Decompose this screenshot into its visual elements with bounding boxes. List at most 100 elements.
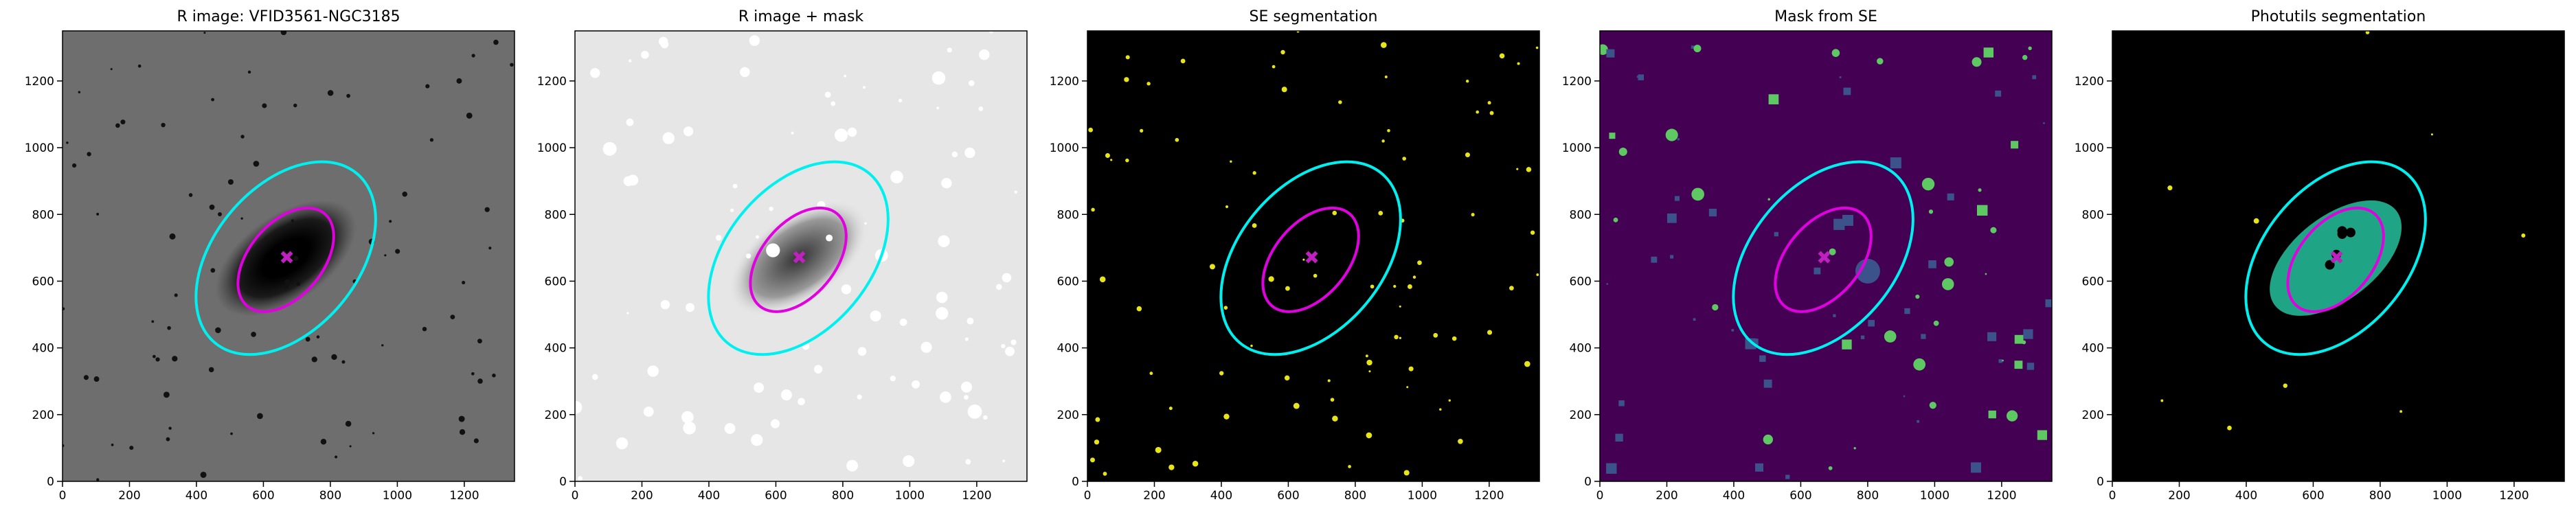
- source: [847, 127, 857, 137]
- source: [66, 141, 69, 144]
- source: [188, 193, 193, 197]
- source: [209, 204, 215, 210]
- source: [903, 455, 915, 468]
- y-tick-label: 200: [545, 409, 567, 422]
- source: [1884, 330, 1897, 343]
- source: [899, 318, 907, 326]
- x-tick-label: 800: [319, 489, 341, 503]
- source: [629, 59, 632, 62]
- source: [1417, 260, 1422, 265]
- source: [1223, 306, 1228, 310]
- source: [941, 178, 952, 189]
- source: [456, 78, 462, 84]
- source: [316, 335, 320, 339]
- panel-title: Mask from SE: [1774, 8, 1877, 25]
- source: [510, 62, 514, 67]
- source: [936, 307, 949, 320]
- source: [863, 86, 866, 89]
- source: [1002, 459, 1006, 463]
- source: [1230, 160, 1232, 163]
- source: [1609, 133, 1616, 139]
- source: [1971, 57, 1982, 67]
- y-tick-label: 0: [2097, 475, 2104, 489]
- x-tick-label: 1200: [1474, 489, 1504, 503]
- source: [1368, 370, 1371, 373]
- x-tick-label: 1200: [2499, 489, 2529, 503]
- source: [1099, 276, 1106, 283]
- source: [1913, 358, 1926, 371]
- source: [96, 212, 100, 216]
- source: [1458, 438, 1463, 444]
- panel-title: Photutils segmentation: [2251, 8, 2426, 25]
- panel-title: R image: VFID3561-NGC3185: [177, 8, 400, 25]
- source: [951, 151, 958, 158]
- aperture-ellipse: [2244, 160, 2427, 356]
- source: [969, 80, 975, 87]
- source: [1272, 65, 1276, 69]
- source: [1180, 58, 1186, 64]
- source: [1606, 283, 1608, 285]
- source: [841, 284, 852, 295]
- source: [2365, 31, 2370, 34]
- source: [1094, 439, 1100, 445]
- y-tick-label: 800: [2082, 208, 2104, 222]
- x-tick-label: 200: [1656, 489, 1677, 503]
- source: [1976, 205, 1988, 216]
- source: [1978, 188, 1982, 192]
- source: [1487, 101, 1491, 105]
- aperture-ellipse: [1732, 160, 1914, 356]
- source: [152, 354, 156, 358]
- x-tick-label: 1000: [383, 489, 412, 503]
- source: [1348, 465, 1351, 468]
- source: [995, 284, 1002, 290]
- source: [381, 344, 384, 347]
- source: [1860, 335, 1865, 339]
- source: [732, 183, 738, 189]
- x-tick-label: 1000: [1408, 489, 1437, 503]
- y-tick-label: 0: [1072, 475, 1079, 489]
- source: [1010, 339, 1017, 345]
- source: [168, 426, 172, 430]
- source: [967, 317, 974, 325]
- source: [1499, 53, 1505, 59]
- center-marker: [1818, 251, 1831, 264]
- y-tick-label: 400: [545, 342, 567, 356]
- x-tick-label: 0: [1596, 489, 1604, 503]
- panel-title: SE segmentation: [1250, 8, 1378, 25]
- source: [1465, 152, 1471, 158]
- source: [120, 119, 126, 125]
- center-marker: [2330, 251, 2343, 264]
- y-tick-label: 600: [1570, 275, 1592, 288]
- source: [2026, 363, 2035, 370]
- source: [335, 455, 338, 459]
- y-tick-label: 1200: [537, 75, 567, 89]
- source: [791, 131, 794, 135]
- source: [1814, 267, 1821, 275]
- source: [857, 394, 862, 400]
- source: [1731, 329, 1735, 332]
- panel: Photutils segmentation 0 200 400 600 800 1000 1…: [2075, 8, 2565, 503]
- axes-frame: [2112, 30, 2565, 482]
- axes-frame: [574, 30, 1028, 482]
- source: [1140, 128, 1144, 133]
- source: [1378, 210, 1383, 216]
- source: [1915, 294, 1920, 299]
- source: [1890, 157, 1901, 169]
- source: [291, 219, 294, 222]
- source: [1293, 402, 1300, 409]
- source: [1005, 346, 1015, 356]
- source: [208, 367, 214, 373]
- source: [824, 91, 831, 98]
- source: [2032, 75, 2037, 80]
- source: [296, 282, 301, 286]
- aperture-ellipse: [236, 206, 335, 313]
- source: [327, 90, 334, 96]
- source: [658, 36, 668, 47]
- x-tick-label: 0: [2109, 489, 2116, 503]
- source: [602, 141, 617, 156]
- source: [662, 132, 675, 144]
- source: [798, 398, 805, 406]
- mask-hole: [2337, 229, 2347, 239]
- source: [1380, 42, 1387, 48]
- x-tick-label: 1200: [449, 489, 479, 503]
